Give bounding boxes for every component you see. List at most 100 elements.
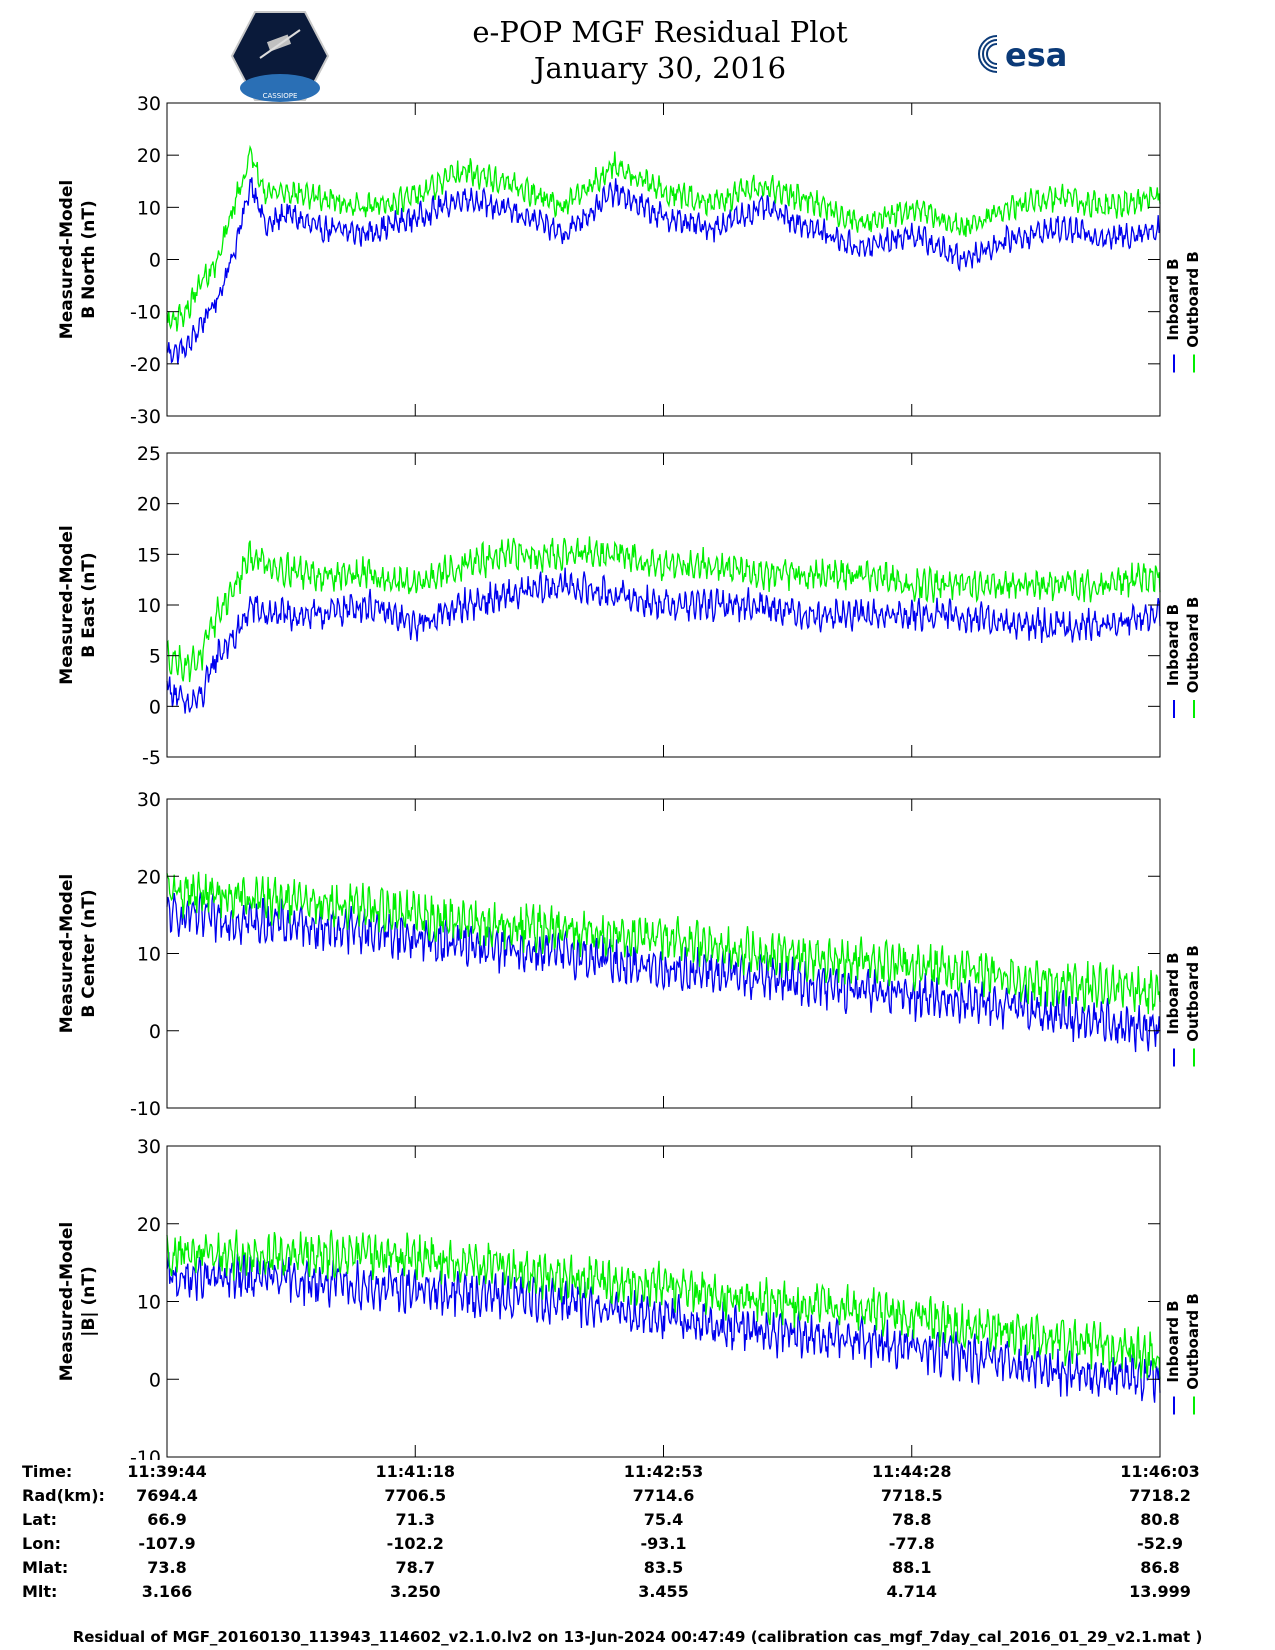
table-cell: -52.9 bbox=[1136, 1534, 1184, 1553]
legend-inboard-label: Inboard B bbox=[1164, 258, 1182, 340]
table-cell: 7718.2 bbox=[1129, 1486, 1191, 1505]
y-tick-label: 0 bbox=[149, 1369, 161, 1391]
chart-title: e-POP MGF Residual Plot January 30, 2016 bbox=[380, 14, 940, 86]
y-tick-label: 10 bbox=[137, 595, 161, 617]
y-tick-label: 20 bbox=[137, 145, 161, 167]
series-inboard-line bbox=[166, 1252, 1161, 1403]
y-axis-label-line-2: B Center (nT) bbox=[79, 889, 99, 1017]
y-tick-label: 10 bbox=[137, 944, 161, 966]
y-axis-label: Measured-Model |B| (nT) bbox=[57, 1222, 99, 1381]
table-cell: 7706.5 bbox=[384, 1486, 447, 1505]
series-inboard-line bbox=[166, 892, 1161, 1053]
legend: Inboard B Outboard B bbox=[1164, 251, 1202, 348]
table-cell: 88.1 bbox=[892, 1558, 932, 1577]
table-cell: 86.8 bbox=[1140, 1558, 1180, 1577]
table-cell: 7718.5 bbox=[880, 1486, 943, 1505]
y-axis-label-line-2: B North (nT) bbox=[79, 200, 99, 319]
table-cell: 4.714 bbox=[886, 1582, 938, 1601]
y-axis-label-line-1: Measured-Model bbox=[57, 1222, 77, 1381]
legend-outboard-label: Outboard B bbox=[1184, 1293, 1202, 1390]
table-cell: 3.250 bbox=[389, 1582, 441, 1601]
table-cell: 71.3 bbox=[395, 1510, 435, 1529]
table-row-label: Rad(km): bbox=[22, 1486, 105, 1505]
series-outboard-line bbox=[166, 536, 1161, 683]
esa-logo-text: esa bbox=[1005, 36, 1067, 74]
table-cell: 3.166 bbox=[141, 1582, 193, 1601]
legend: Inboard B Outboard B bbox=[1164, 597, 1202, 694]
series-inboard-line bbox=[166, 567, 1161, 714]
table-row-label: Lat: bbox=[22, 1510, 58, 1529]
table-cell: 78.7 bbox=[395, 1558, 435, 1577]
table-cell: 73.8 bbox=[147, 1558, 187, 1577]
y-tick-label: 20 bbox=[137, 494, 161, 516]
y-tick-label: -10 bbox=[130, 1447, 161, 1460]
series-outboard-line bbox=[166, 144, 1161, 332]
legend-outboard-label: Outboard B bbox=[1184, 597, 1202, 694]
table-row-label: Mlt: bbox=[22, 1582, 58, 1601]
legend-inboard-label: Inboard B bbox=[1164, 604, 1182, 686]
y-tick-label: 10 bbox=[137, 197, 161, 219]
table-cell: 80.8 bbox=[1140, 1510, 1180, 1529]
y-axis-label: Measured-Model B East (nT) bbox=[57, 525, 99, 684]
table-cell: 11:41:18 bbox=[375, 1462, 456, 1481]
series-inboard-line bbox=[166, 177, 1161, 365]
table-row-label: Mlat: bbox=[22, 1558, 69, 1577]
table-cell: 11:46:03 bbox=[1120, 1462, 1200, 1481]
y-axis-label-line-1: Measured-Model bbox=[57, 525, 77, 684]
table-cell: 11:42:53 bbox=[623, 1462, 704, 1481]
table-cell: 78.8 bbox=[892, 1510, 932, 1529]
table-cell: 7694.4 bbox=[136, 1486, 198, 1505]
table-cell: 13.999 bbox=[1129, 1582, 1191, 1601]
y-axis-label-line-2: |B| (nT) bbox=[79, 1266, 99, 1337]
y-tick-label: -10 bbox=[130, 302, 161, 324]
y-tick-label: 0 bbox=[149, 1021, 161, 1043]
legend-outboard-label: Outboard B bbox=[1184, 945, 1202, 1042]
y-tick-label: 30 bbox=[137, 789, 161, 811]
y-tick-label: 25 bbox=[137, 443, 161, 465]
table-cell: 11:44:28 bbox=[871, 1462, 952, 1481]
table-cell: 11:39:44 bbox=[127, 1462, 207, 1481]
y-tick-label: 30 bbox=[137, 1136, 161, 1158]
panel-3: -10 0 10 20 30 Measured-Model B Center (nT) Inb… bbox=[57, 789, 1202, 1120]
y-tick-label: 15 bbox=[137, 544, 161, 566]
y-tick-label: 20 bbox=[137, 1214, 161, 1236]
table-row-label: Lon: bbox=[22, 1534, 61, 1553]
orbit-info-table: Time: Rad(km): Lat: Lon: Mlat: Mlt: 11:39:44 76… bbox=[0, 1462, 1275, 1632]
legend-inboard-label: Inboard B bbox=[1164, 952, 1182, 1034]
table-cell: -93.1 bbox=[640, 1534, 687, 1553]
cassiope-mission-logo: CASSIOPE bbox=[230, 11, 330, 102]
legend: Inboard B Outboard B bbox=[1164, 945, 1202, 1042]
y-tick-label: -10 bbox=[130, 1098, 161, 1120]
y-tick-label: -20 bbox=[130, 354, 161, 376]
panel-4: -10 0 10 20 30 Measured-Model |B| (nT) Inboard … bbox=[57, 1136, 1202, 1460]
y-tick-label: -5 bbox=[142, 747, 161, 769]
y-tick-label: 20 bbox=[137, 866, 161, 888]
panel-1: -30 -20 -10 0 10 20 30 Measured-Model B North (n… bbox=[57, 93, 1202, 428]
table-cell: 83.5 bbox=[643, 1558, 684, 1577]
y-tick-label: 30 bbox=[137, 93, 161, 115]
table-cell: 3.455 bbox=[638, 1582, 689, 1601]
table-cell: 75.4 bbox=[643, 1510, 684, 1529]
table-cell: -107.9 bbox=[138, 1534, 196, 1553]
legend-outboard-label: Outboard B bbox=[1184, 251, 1202, 348]
y-axis-label-line-2: B East (nT) bbox=[79, 552, 99, 657]
footer-caption: Residual of MGF_20160130_113943_114602_v… bbox=[72, 1628, 1203, 1646]
legend-inboard-label: Inboard B bbox=[1164, 1300, 1182, 1382]
title-line-2: January 30, 2016 bbox=[533, 51, 787, 85]
series-outboard-line bbox=[166, 1229, 1161, 1379]
y-tick-label: 0 bbox=[149, 696, 161, 718]
plot-frame bbox=[166, 102, 1161, 417]
y-tick-label: 10 bbox=[137, 1292, 161, 1314]
title-line-1: e-POP MGF Residual Plot bbox=[472, 15, 848, 49]
table-cell: 66.9 bbox=[147, 1510, 187, 1529]
y-axis-label-line-1: Measured-Model bbox=[57, 874, 77, 1033]
plot-frame bbox=[166, 798, 1161, 1109]
table-cell: -77.8 bbox=[888, 1534, 935, 1553]
esa-logo: esa bbox=[978, 35, 1067, 74]
y-tick-label: 0 bbox=[149, 250, 161, 272]
y-axis-label-line-1: Measured-Model bbox=[57, 180, 77, 339]
table-cell: 7714.6 bbox=[632, 1486, 695, 1505]
y-tick-label: 5 bbox=[149, 646, 161, 668]
y-axis-label: Measured-Model B North (nT) bbox=[57, 180, 99, 339]
